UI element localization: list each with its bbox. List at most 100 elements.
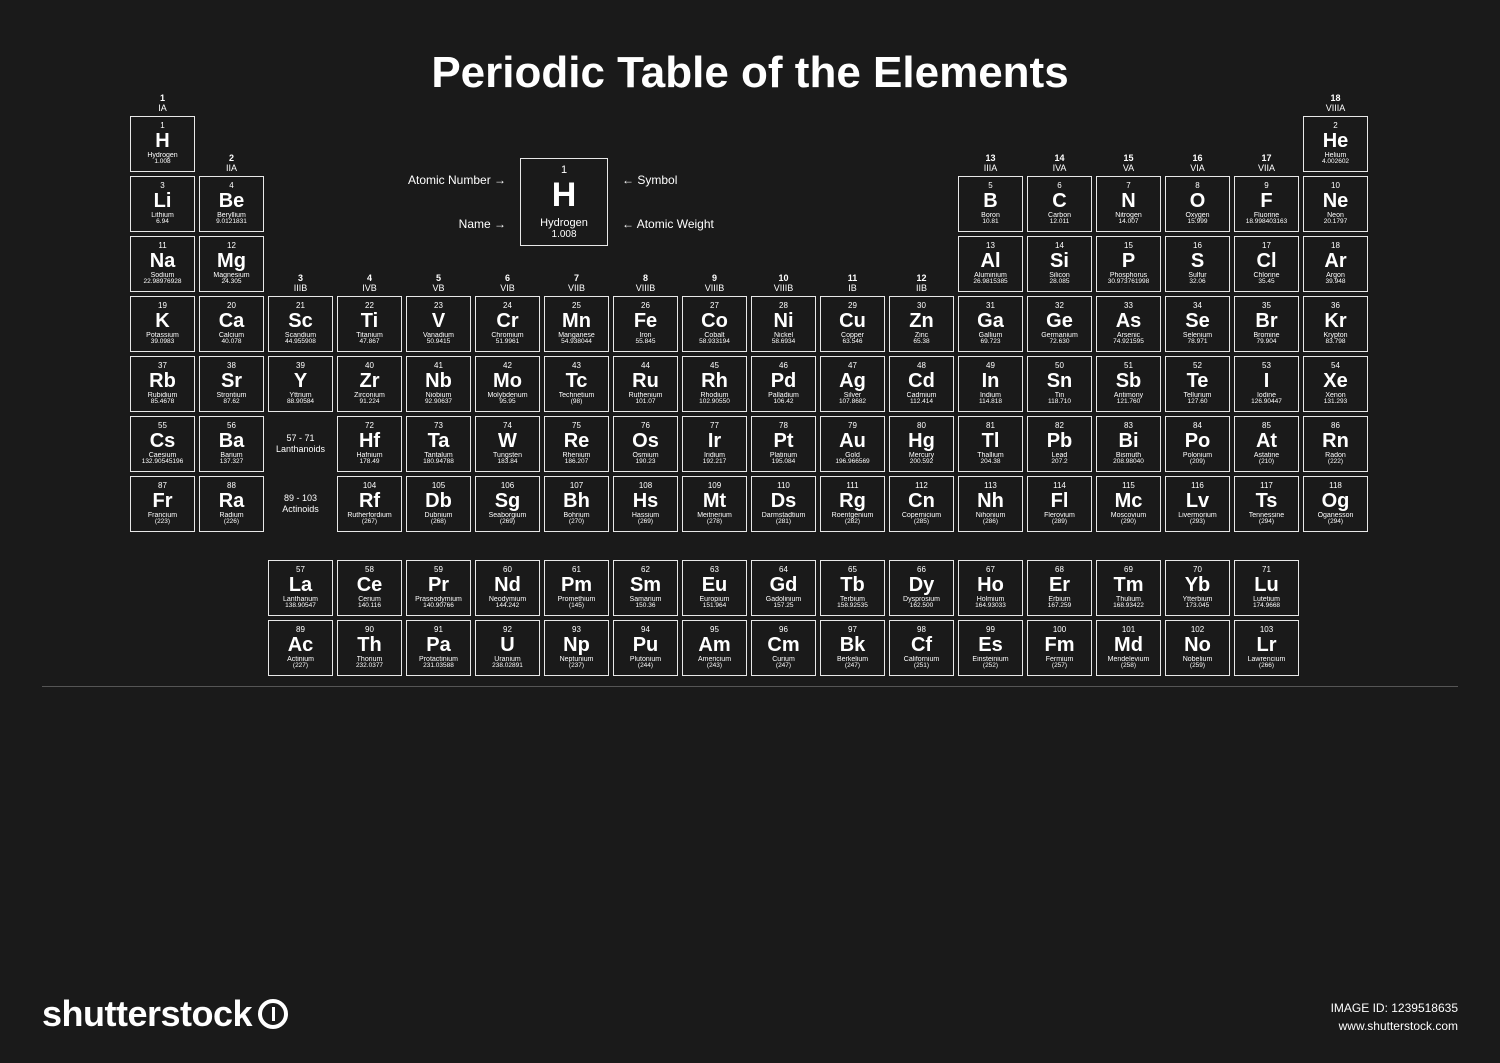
element-Bh: 107BhBohrium(270): [544, 476, 609, 532]
element-Te: 52TeTellurium127.60: [1165, 356, 1230, 412]
element-z: 62: [641, 566, 650, 574]
element-symbol: Hf: [359, 431, 380, 451]
element-symbol: Bi: [1119, 431, 1139, 451]
element-symbol: B: [983, 191, 997, 211]
element-z: 17: [1262, 242, 1271, 250]
element-weight: 18.998403163: [1246, 219, 1288, 226]
group-label-12: 12IIB: [889, 274, 954, 296]
element-symbol: Ts: [1256, 491, 1278, 511]
element-symbol: Be: [219, 191, 245, 211]
element-Kr: 36KrKrypton83.798: [1303, 296, 1368, 352]
element-symbol: Th: [357, 635, 381, 655]
element-Ce: 58CeCerium140.116: [337, 560, 402, 616]
group-label-3: 3IIIB: [268, 274, 333, 296]
element-weight: 28.085: [1050, 279, 1070, 286]
act-range: 89 - 103Actinoids: [268, 476, 333, 532]
element-weight: 140.90766: [423, 603, 454, 610]
element-weight: 101.07: [636, 399, 656, 406]
element-z: 50: [1055, 362, 1064, 370]
element-z: 76: [641, 422, 650, 430]
periodic-table: Atomic Number Name 1 H Hydrogen 1.008 Sy…: [130, 116, 1370, 676]
element-symbol: Sc: [288, 311, 312, 331]
element-symbol: Eu: [702, 575, 728, 595]
element-symbol: Nb: [425, 371, 452, 391]
group-label-1: 1IA: [130, 94, 195, 116]
element-La: 57LaLanthanum138.90547: [268, 560, 333, 616]
element-Rg: 111RgRoentgenium(282): [820, 476, 885, 532]
element-Sn: 50SnTin118.710: [1027, 356, 1092, 412]
element-symbol: Tl: [982, 431, 1000, 451]
element-symbol: Tc: [566, 371, 588, 391]
element-z: 64: [779, 566, 788, 574]
element-weight: 190.23: [636, 459, 656, 466]
element-z: 105: [432, 482, 445, 490]
element-weight: (223): [155, 519, 170, 526]
element-S: 16SSulfur32.06: [1165, 236, 1230, 292]
group-label-17: 17VIIA: [1234, 154, 1299, 176]
element-z: 91: [434, 626, 443, 634]
element-weight: (268): [431, 519, 446, 526]
element-weight: (247): [776, 663, 791, 670]
element-z: 107: [570, 482, 583, 490]
element-symbol: Ce: [357, 575, 383, 595]
element-symbol: Se: [1185, 311, 1209, 331]
element-Gd: 64GdGadolinium157.25: [751, 560, 816, 616]
element-H: 1HHydrogen1.008: [130, 116, 195, 172]
element-z: 11: [158, 242, 166, 250]
element-weight: 32.06: [1189, 279, 1205, 286]
element-z: 72: [365, 422, 374, 430]
element-Ga: 31GaGallium69.723: [958, 296, 1023, 352]
element-symbol: Ar: [1324, 251, 1346, 271]
element-Ni: 28NiNickel58.6934: [751, 296, 816, 352]
element-In: 49InIndium114.818: [958, 356, 1023, 412]
element-z: 88: [227, 482, 236, 490]
element-z: 33: [1124, 302, 1133, 310]
element-symbol: Mt: [703, 491, 726, 511]
element-symbol: Pd: [771, 371, 797, 391]
element-weight: 178.49: [360, 459, 380, 466]
element-z: 85: [1262, 422, 1271, 430]
element-z: 60: [503, 566, 512, 574]
element-z: 19: [158, 302, 167, 310]
element-symbol: Mo: [493, 371, 522, 391]
element-z: 74: [503, 422, 512, 430]
element-weight: 195.084: [772, 459, 796, 466]
element-symbol: Lr: [1257, 635, 1277, 655]
image-id: 1239518635: [1391, 1001, 1458, 1015]
element-symbol: Pa: [426, 635, 450, 655]
element-symbol: Lv: [1186, 491, 1209, 511]
element-z: 57: [296, 566, 305, 574]
element-Hg: 80HgMercury200.592: [889, 416, 954, 472]
element-Cd: 48CdCadmium112.414: [889, 356, 954, 412]
element-weight: 54.938044: [561, 339, 592, 346]
element-symbol: N: [1121, 191, 1135, 211]
element-Tl: 81TlThallium204.38: [958, 416, 1023, 472]
element-symbol: Ge: [1046, 311, 1073, 331]
element-symbol: Dy: [909, 575, 935, 595]
element-z: 66: [917, 566, 926, 574]
element-Ge: 32GeGermanium72.630: [1027, 296, 1092, 352]
element-Ar: 18ArArgon39.948: [1303, 236, 1368, 292]
element-symbol: Cl: [1257, 251, 1277, 271]
element-weight: (282): [845, 519, 860, 526]
element-Ho: 67HoHolmium164.93033: [958, 560, 1023, 616]
element-weight: 35.45: [1258, 279, 1274, 286]
element-Tc: 43TcTechnetium(98): [544, 356, 609, 412]
element-z: 22: [365, 302, 374, 310]
element-weight: 55.845: [636, 339, 656, 346]
element-Fr: 87FrFrancium(223): [130, 476, 195, 532]
element-z: 16: [1193, 242, 1202, 250]
element-z: 86: [1331, 422, 1340, 430]
element-symbol: Hs: [633, 491, 659, 511]
group-label-4: 4IVB: [337, 274, 402, 296]
element-z: 114: [1053, 482, 1066, 490]
element-symbol: Ds: [771, 491, 797, 511]
element-symbol: Pu: [633, 635, 659, 655]
element-z: 32: [1055, 302, 1064, 310]
element-z: 69: [1124, 566, 1133, 574]
element-Tb: 65TbTerbium158.92535: [820, 560, 885, 616]
element-Si: 14SiSilicon28.085: [1027, 236, 1092, 292]
element-symbol: Tm: [1114, 575, 1144, 595]
element-Nh: 113NhNihonium(286): [958, 476, 1023, 532]
element-z: 58: [365, 566, 374, 574]
